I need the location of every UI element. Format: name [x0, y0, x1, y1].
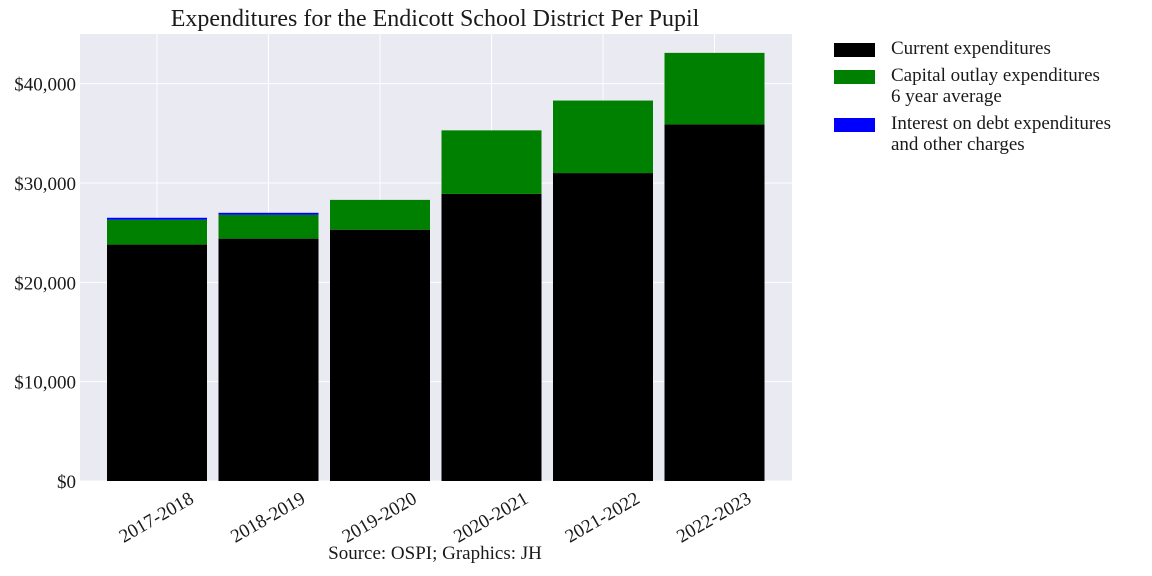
x-tick-label: 2022-2023	[673, 488, 755, 547]
bar-segment	[330, 199, 430, 230]
bar-segment	[553, 100, 653, 174]
bar-segment	[664, 52, 765, 125]
bar-segment	[107, 219, 207, 245]
legend-swatch	[834, 70, 875, 84]
bars	[107, 52, 765, 482]
bar-segment	[441, 130, 542, 194]
y-tick-label: $20,000	[14, 273, 76, 294]
x-tick-label: 2019-2020	[339, 488, 421, 547]
y-tick-label: $0	[57, 472, 76, 493]
y-tick-label: $40,000	[14, 75, 76, 96]
bar-segment	[107, 244, 207, 481]
bar-segment	[441, 193, 542, 481]
x-tick-label: 2018-2019	[227, 488, 309, 547]
bar-segment	[553, 173, 653, 482]
y-tick-label: $10,000	[14, 373, 76, 394]
legend-label: Current expenditures	[891, 38, 1051, 59]
legend-item: Current expenditures	[834, 38, 1111, 59]
legend-item: Capital outlay expenditures 6 year avera…	[834, 65, 1111, 107]
legend-label: Capital outlay expenditures 6 year avera…	[891, 65, 1100, 107]
x-tick-label: 2017-2018	[116, 488, 198, 547]
x-tick-label: 2021-2022	[562, 488, 644, 547]
y-tick-label: $30,000	[14, 174, 76, 195]
legend-item: Interest on debt expenditures and other …	[834, 113, 1111, 155]
chart-title: Expenditures for the Endicott School Dis…	[170, 6, 700, 32]
bar-segment	[218, 214, 319, 239]
bar-segment	[664, 124, 765, 481]
bar-segment	[107, 217, 207, 220]
x-tick-label: 2020-2021	[450, 488, 532, 547]
legend-label: Interest on debt expenditures and other …	[891, 113, 1112, 155]
bar-segment	[218, 238, 319, 481]
bar-segment	[330, 229, 430, 481]
legend-swatch	[834, 43, 875, 57]
legend-swatch	[834, 118, 875, 132]
bar-segment	[218, 212, 319, 215]
source-caption: Source: OSPI; Graphics: JH	[328, 543, 542, 564]
legend: Current expenditures Capital outlay expen…	[834, 38, 1111, 161]
y-axis: $0 $10,000 $20,000 $30,000 $40,000	[14, 75, 76, 493]
x-axis: 2017-2018 2018-2019 2019-2020 2020-2021 2021…	[116, 488, 755, 547]
